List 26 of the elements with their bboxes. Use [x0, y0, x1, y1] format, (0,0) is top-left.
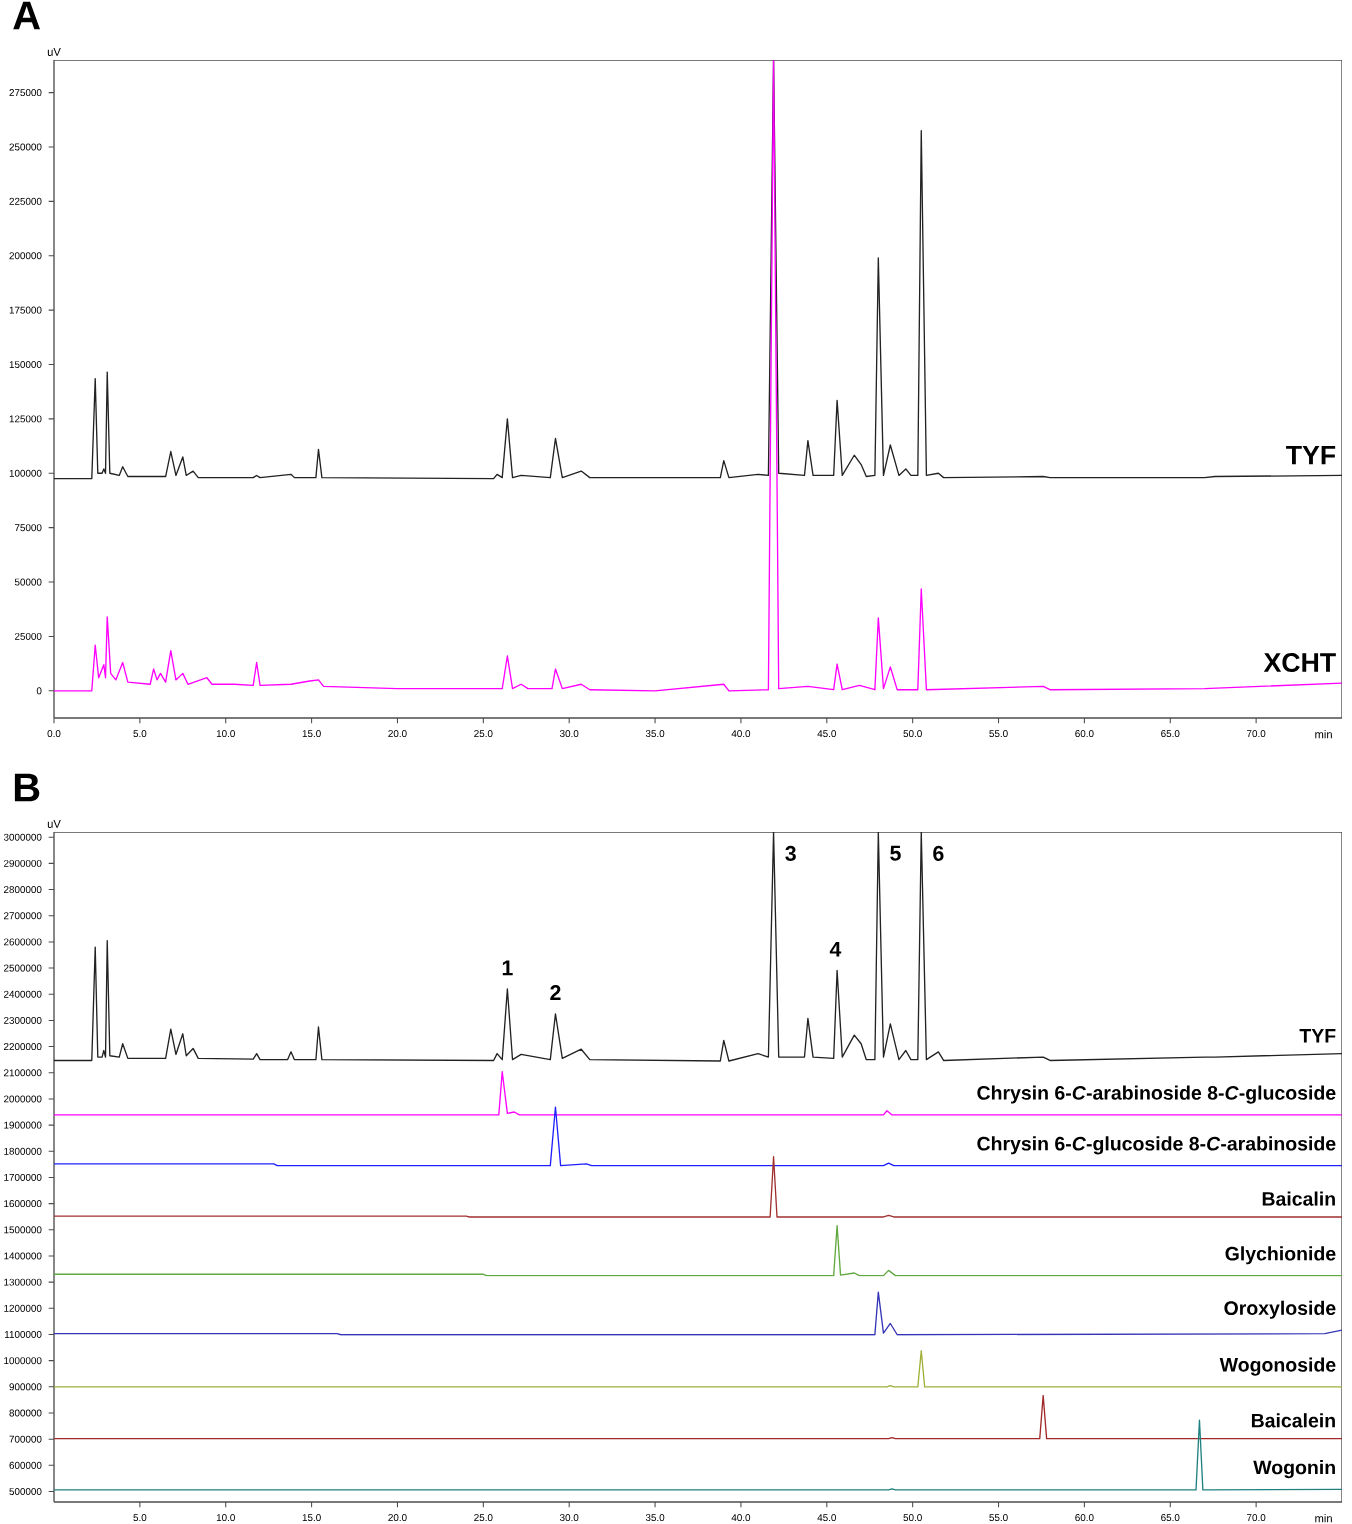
- line-series: [54, 1106, 1342, 1167]
- annotation: 2: [550, 985, 561, 1001]
- series-label: Chrysin 6-C-arabinoside 8-C-glucoside: [977, 1085, 1336, 1104]
- line-series: [54, 1071, 1342, 1116]
- series-label: Oroxyloside: [1224, 1300, 1336, 1319]
- line-series: [54, 1224, 1342, 1277]
- chart-title: A: [13, 1, 41, 30]
- annotation: 1: [502, 960, 513, 976]
- chart-title: B: [14, 773, 40, 802]
- annotation: 4: [829, 941, 842, 957]
- series-label: Baicalin: [1262, 1191, 1335, 1206]
- line-series: [54, 1291, 1342, 1336]
- series-label: Wogonoside: [1219, 1357, 1336, 1376]
- series-label: TYF: [1299, 1029, 1336, 1043]
- series-label: Glychionide: [1225, 1246, 1336, 1265]
- series-label: Baicalein: [1251, 1413, 1335, 1428]
- annotation: 3: [785, 845, 796, 861]
- annotation: 5: [890, 845, 901, 861]
- line-series: [54, 59, 1342, 692]
- series-label: Wogonin: [1253, 1460, 1335, 1479]
- series-label: Chrysin 6-C-glucoside 8-C-arabinoside: [977, 1136, 1336, 1155]
- annotation: 6: [933, 845, 944, 861]
- line-series: [54, 831, 1342, 1062]
- line-series: [54, 1156, 1342, 1218]
- series-label: TYF: [1286, 445, 1336, 465]
- series-label: XCHT: [1263, 653, 1336, 672]
